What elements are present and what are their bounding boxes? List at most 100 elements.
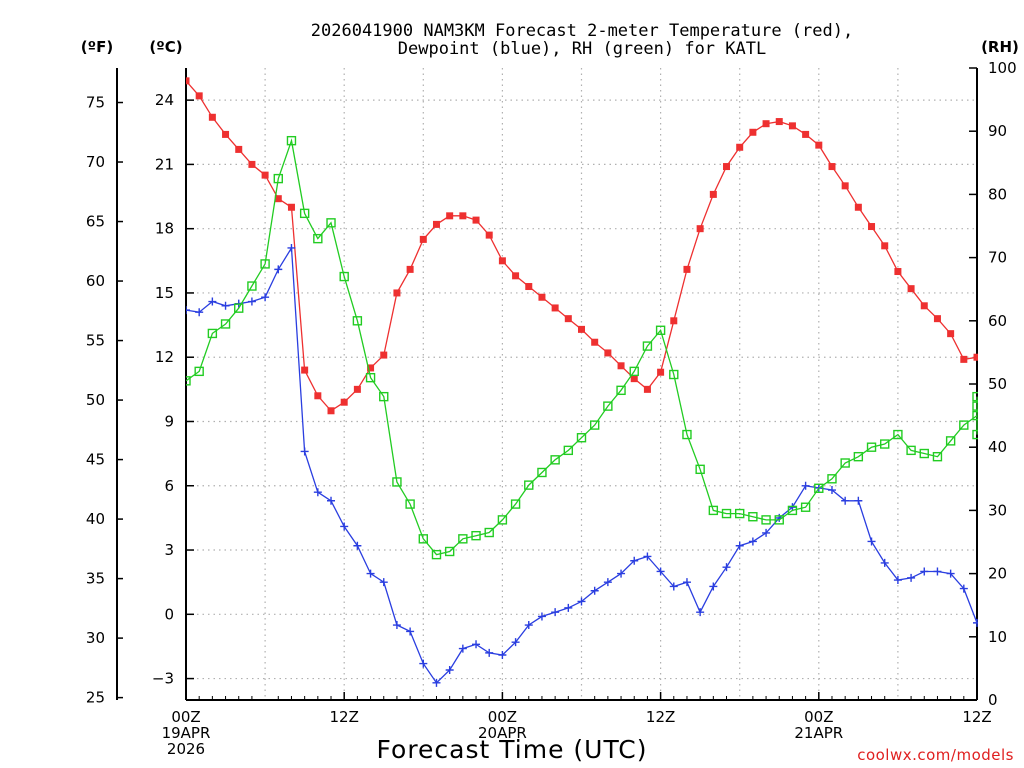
data-point <box>220 319 231 329</box>
time-tick-label: 00Z <box>488 708 517 726</box>
time-tick-label: 19APR <box>162 724 211 742</box>
data-point <box>907 285 915 293</box>
data-point <box>709 582 718 591</box>
data-point <box>301 366 309 374</box>
fahrenheit-tick-label: 70 <box>86 153 105 171</box>
data-point <box>235 145 243 153</box>
data-point <box>186 77 190 85</box>
data-point <box>814 483 824 493</box>
data-point <box>551 608 560 617</box>
data-point <box>353 541 362 550</box>
data-point <box>801 481 810 490</box>
data-point <box>762 120 770 128</box>
data-point <box>432 220 440 228</box>
data-point <box>920 567 929 576</box>
data-point <box>459 212 467 220</box>
data-point <box>669 582 678 591</box>
data-point <box>932 451 943 462</box>
fahrenheit-tick-label: 75 <box>86 94 105 112</box>
celsius-axis-label: (ºC) <box>149 38 182 56</box>
data-point <box>234 303 244 313</box>
series-line <box>186 138 978 556</box>
data-point <box>446 212 454 220</box>
time-tick-label: 00Z <box>804 708 833 726</box>
series-rh <box>186 135 978 560</box>
rh-tick-label: 90 <box>988 122 1007 140</box>
data-point <box>327 407 335 415</box>
data-point <box>866 442 877 452</box>
data-point <box>920 302 928 310</box>
fahrenheit-tick-label: 60 <box>86 272 105 290</box>
data-point <box>893 576 902 585</box>
data-point <box>617 569 626 578</box>
data-point <box>458 644 467 653</box>
data-point <box>247 297 256 306</box>
series-line <box>186 80 978 412</box>
data-point <box>366 569 375 578</box>
data-point <box>630 556 639 565</box>
data-point <box>708 505 719 516</box>
data-point <box>576 433 587 443</box>
data-point <box>670 317 678 325</box>
data-point <box>919 448 929 459</box>
data-point <box>221 301 230 310</box>
celsius-tick-label: 15 <box>155 284 174 302</box>
data-point <box>960 355 968 363</box>
data-point <box>906 445 916 456</box>
data-point <box>617 362 625 370</box>
data-point <box>274 265 283 274</box>
data-point <box>604 349 612 357</box>
data-point <box>630 375 638 383</box>
data-point <box>273 173 283 184</box>
series-layer <box>186 77 978 687</box>
data-point <box>299 208 310 219</box>
data-point <box>761 515 771 525</box>
data-point <box>616 385 626 396</box>
data-point <box>972 429 978 440</box>
fahrenheit-axis-label: (ºF) <box>81 38 113 56</box>
data-point <box>591 338 599 346</box>
data-point <box>972 391 978 402</box>
data-point <box>854 203 862 211</box>
data-point <box>972 401 978 411</box>
data-point <box>933 315 941 323</box>
data-point <box>827 486 836 495</box>
data-point <box>406 265 414 273</box>
data-point <box>774 515 784 525</box>
data-point <box>313 233 323 244</box>
data-point <box>418 534 428 544</box>
data-point <box>186 376 191 386</box>
celsius-tick-label: 0 <box>164 605 174 623</box>
time-tick-label: 12Z <box>646 708 675 726</box>
data-point <box>365 372 376 383</box>
data-point <box>485 648 494 657</box>
data-point <box>868 223 876 231</box>
data-point <box>840 458 850 468</box>
data-point <box>972 410 978 421</box>
data-point <box>880 439 890 449</box>
celsius-tick-label: 3 <box>164 541 174 559</box>
data-point <box>642 341 653 351</box>
data-point <box>590 586 599 595</box>
data-point <box>472 216 480 224</box>
data-point <box>696 225 704 233</box>
data-point <box>959 420 969 430</box>
data-point <box>287 203 295 211</box>
data-point <box>945 436 956 446</box>
data-point <box>589 420 600 430</box>
data-point <box>564 315 572 323</box>
data-point <box>484 527 494 538</box>
data-point <box>973 618 978 627</box>
data-point <box>405 499 415 509</box>
data-point <box>287 243 296 252</box>
data-point <box>749 128 757 136</box>
data-point <box>222 130 230 138</box>
fahrenheit-axis: 25 30 35 40 45 50 55 60 65 70 75 <box>86 94 123 707</box>
data-point <box>512 272 520 280</box>
fahrenheit-tick-label: 40 <box>86 510 105 528</box>
time-tick-label: 12Z <box>330 708 359 726</box>
data-point <box>787 505 798 516</box>
data-point <box>326 218 336 228</box>
celsius-tick-label: 6 <box>164 477 174 495</box>
